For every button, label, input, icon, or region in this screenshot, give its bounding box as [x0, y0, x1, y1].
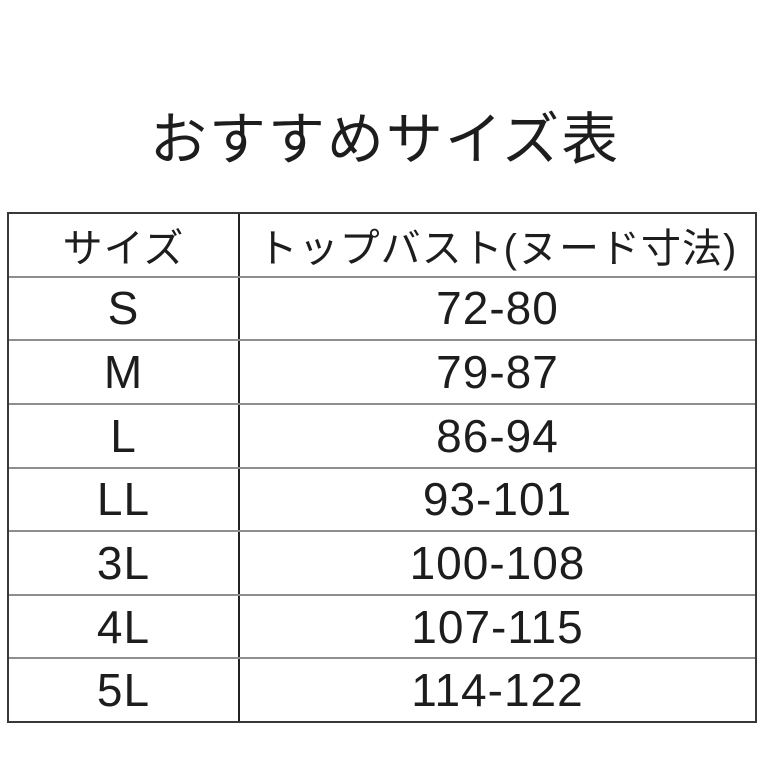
bust-cell: 100-108: [409, 536, 586, 589]
table-row: M 79-87: [9, 339, 755, 403]
bust-cell: 114-122: [411, 664, 584, 717]
table-row: L 86-94: [9, 402, 755, 467]
size-cell: 4L: [9, 595, 240, 658]
bust-cell: 72-80: [436, 282, 559, 335]
table-row: 3L 100-108: [9, 530, 755, 594]
size-cell: L: [9, 404, 240, 467]
bust-cell: 79-87: [436, 346, 559, 399]
size-table: サイズ トップバスト(ヌード寸法) S 72-80 M 79-87 L 86-9…: [7, 212, 757, 723]
bust-cell: 86-94: [436, 409, 559, 462]
table-row: S 72-80: [9, 275, 755, 340]
size-cell: S: [9, 277, 240, 340]
table-row: 5L 114-122: [9, 657, 755, 721]
column-header-bust: トップバスト(ヌード寸法): [257, 226, 738, 271]
size-cell: 5L: [9, 659, 240, 721]
table-row: LL 93-101: [9, 466, 755, 531]
page-title: おすすめサイズ表: [149, 108, 621, 172]
size-cell: M: [9, 341, 240, 403]
bust-cell: 107-115: [411, 600, 584, 653]
table-row: 4L 107-115: [9, 593, 755, 658]
size-cell: 3L: [9, 532, 240, 594]
size-cell: LL: [9, 468, 240, 531]
column-header-size: サイズ: [9, 214, 240, 276]
bust-cell: 93-101: [422, 473, 573, 526]
table-header-row: サイズ トップバスト(ヌード寸法): [9, 214, 755, 276]
